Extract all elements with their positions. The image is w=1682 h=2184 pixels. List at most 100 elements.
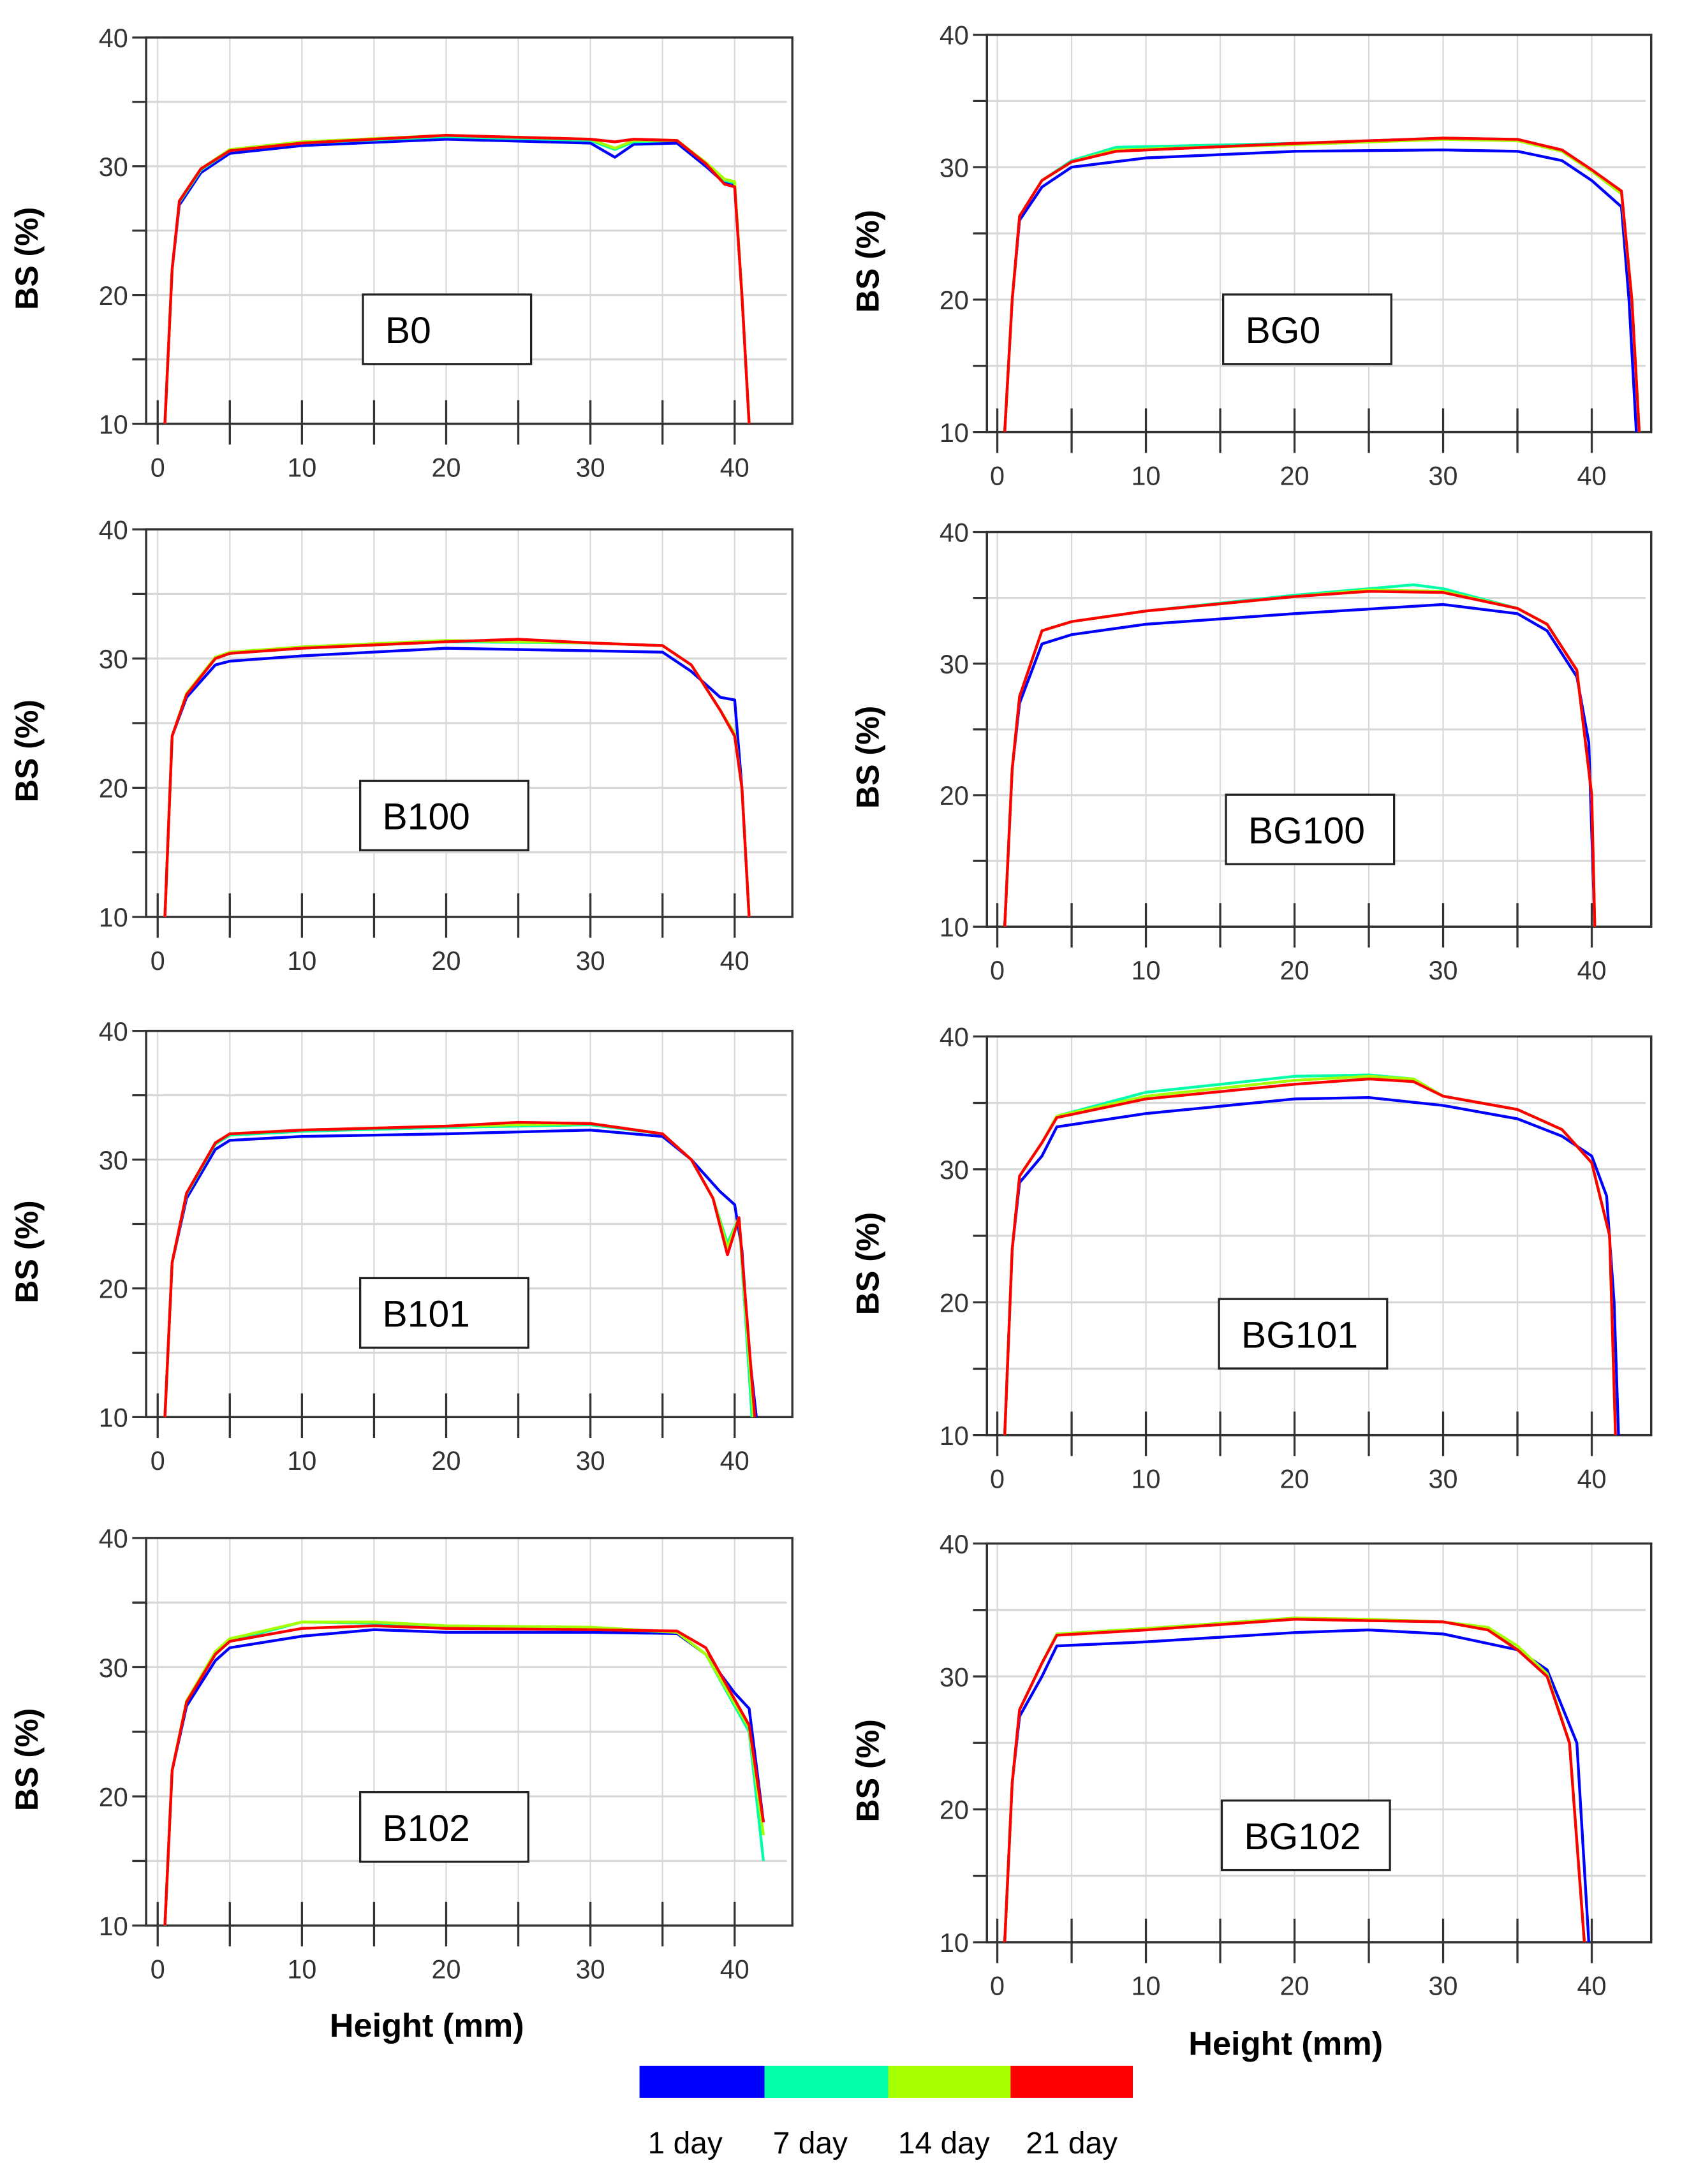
chart-bg101: 10 20 30 40 0 10 20 30 40 BS (%) BG101 xyxy=(850,1023,1653,1493)
y-tick-label: 40 xyxy=(940,21,969,50)
series-line-21-day xyxy=(163,1624,765,1926)
x-tick-label: 10 xyxy=(1132,1972,1161,2001)
series-line-7-day xyxy=(1003,136,1641,432)
x-tick-label: 20 xyxy=(1280,956,1309,985)
x-tick-label: 10 xyxy=(287,1955,316,1984)
x-tick-label: 0 xyxy=(151,453,165,482)
legend-label-14-day: 14 day xyxy=(898,2127,990,2160)
sample-label-box xyxy=(1225,793,1396,865)
y-tick-label: 40 xyxy=(940,518,969,548)
x-tick-label: 40 xyxy=(720,946,749,976)
x-tick-label: 40 xyxy=(1577,1972,1607,2001)
y-tick-label: 40 xyxy=(99,1524,128,1553)
series-line-7-day xyxy=(1003,1073,1617,1435)
series-line-14-day xyxy=(1003,589,1597,927)
x-axis-label: Height (mm) xyxy=(330,2007,524,2044)
y-tick-label: 20 xyxy=(99,1275,128,1304)
x-tick-label: 20 xyxy=(1280,1972,1309,2001)
sample-label-box xyxy=(359,1277,529,1349)
x-tick-label: 10 xyxy=(1132,1464,1161,1493)
series-line-21-day xyxy=(1003,1077,1617,1435)
x-tick-label: 20 xyxy=(431,946,461,976)
chart-bg100: 10 20 30 40 0 10 20 30 40 BS (%) BG100 xyxy=(850,518,1653,985)
series-line-7-day xyxy=(163,1123,754,1418)
legend-swatch-1-day xyxy=(639,2065,765,2098)
y-tick-label: 20 xyxy=(99,1782,128,1812)
series-line-1-day xyxy=(163,1129,758,1418)
y-tick-label: 10 xyxy=(99,903,128,932)
x-tick-label: 10 xyxy=(1132,461,1161,490)
x-tick-label: 40 xyxy=(720,453,749,482)
y-tick-label: 10 xyxy=(940,1928,969,1958)
y-tick-label: 30 xyxy=(99,1146,128,1175)
sample-label-box xyxy=(1218,1298,1389,1370)
legend-swatch-7-day xyxy=(764,2065,889,2098)
y-axis-label: BS (%) xyxy=(850,210,885,312)
sample-label: BG101 xyxy=(1241,1314,1358,1356)
legend-label-1-day: 1 day xyxy=(648,2127,723,2160)
sample-label-box xyxy=(359,1791,529,1863)
chart-b102: 10 20 30 40 0 10 20 30 40 BS (%) Height (mm) B102 xyxy=(9,1524,793,2044)
y-axis-label: BS (%) xyxy=(850,1719,885,1822)
sample-label: B102 xyxy=(383,1808,470,1849)
x-tick-label: 30 xyxy=(1429,461,1458,490)
x-axis-label: Height (mm) xyxy=(1188,2025,1383,2062)
legend-swatch-21-day xyxy=(1010,2065,1133,2098)
y-tick-label: 30 xyxy=(99,152,128,182)
legend-swatch-14-day xyxy=(888,2065,1011,2098)
series-line-14-day xyxy=(163,1122,755,1418)
legend: 1 day 7 day 14 day 21 day xyxy=(639,2065,1133,2160)
y-tick-label: 20 xyxy=(99,281,128,311)
legend-label-21-day: 21 day xyxy=(1026,2127,1118,2160)
series-line-7-day xyxy=(1003,583,1597,927)
sample-label: BG0 xyxy=(1246,310,1321,351)
x-tick-label: 20 xyxy=(1280,1464,1309,1493)
y-tick-label: 10 xyxy=(940,912,969,942)
y-tick-label: 20 xyxy=(940,781,969,810)
x-tick-label: 10 xyxy=(1132,956,1161,985)
y-tick-label: 40 xyxy=(940,1023,969,1052)
y-tick-label: 30 xyxy=(940,1155,969,1185)
x-tick-label: 0 xyxy=(151,946,165,976)
x-tick-label: 0 xyxy=(990,1972,1005,2001)
sample-label-box xyxy=(1220,1799,1391,1872)
series-line-1-day xyxy=(163,1628,765,1926)
y-tick-label: 20 xyxy=(99,774,128,803)
y-tick-label: 30 xyxy=(940,650,969,679)
y-tick-label: 40 xyxy=(940,1530,969,1559)
x-tick-label: 0 xyxy=(990,461,1005,490)
y-axis-label: BS (%) xyxy=(9,1200,45,1303)
series-line-21-day xyxy=(163,638,751,918)
series-line-21-day xyxy=(1003,136,1641,432)
x-tick-label: 0 xyxy=(151,1955,165,1984)
x-tick-label: 20 xyxy=(1280,461,1309,490)
series-line-21-day xyxy=(1003,590,1597,927)
x-tick-label: 30 xyxy=(1429,1972,1458,2001)
series-line-1-day xyxy=(1003,148,1638,432)
y-tick-label: 40 xyxy=(99,515,128,545)
chart-b0: 10 20 30 40 0 10 20 30 40 BS (%) B0 xyxy=(9,24,793,482)
y-tick-label: 40 xyxy=(99,24,128,53)
y-tick-label: 30 xyxy=(99,645,128,674)
x-tick-label: 40 xyxy=(720,1955,749,1984)
chart-bg102: 10 20 30 40 0 10 20 30 40 BS (%) Height (mm) BG102 xyxy=(850,1530,1653,2062)
sample-label-box xyxy=(359,779,529,852)
y-tick-label: 10 xyxy=(99,1403,128,1433)
series-line-7-day xyxy=(163,640,751,918)
x-tick-label: 40 xyxy=(1577,956,1607,985)
y-tick-label: 40 xyxy=(99,1017,128,1046)
sample-label: BG102 xyxy=(1244,1816,1361,1858)
x-tick-label: 30 xyxy=(1429,1464,1458,1493)
y-tick-label: 10 xyxy=(99,410,128,439)
sample-label: BG100 xyxy=(1248,810,1365,852)
x-tick-label: 30 xyxy=(576,453,605,482)
series-line-14-day xyxy=(1003,1074,1617,1435)
series-line-1-day xyxy=(1003,1096,1620,1435)
series-line-1-day xyxy=(1003,603,1597,927)
sample-label: B0 xyxy=(385,310,431,351)
series-line-7-day xyxy=(163,135,751,424)
x-tick-label: 20 xyxy=(431,1955,461,1984)
series-line-1-day xyxy=(163,647,751,918)
chart-bg0: 10 20 30 40 0 10 20 30 40 BS (%) BG0 xyxy=(850,21,1653,490)
